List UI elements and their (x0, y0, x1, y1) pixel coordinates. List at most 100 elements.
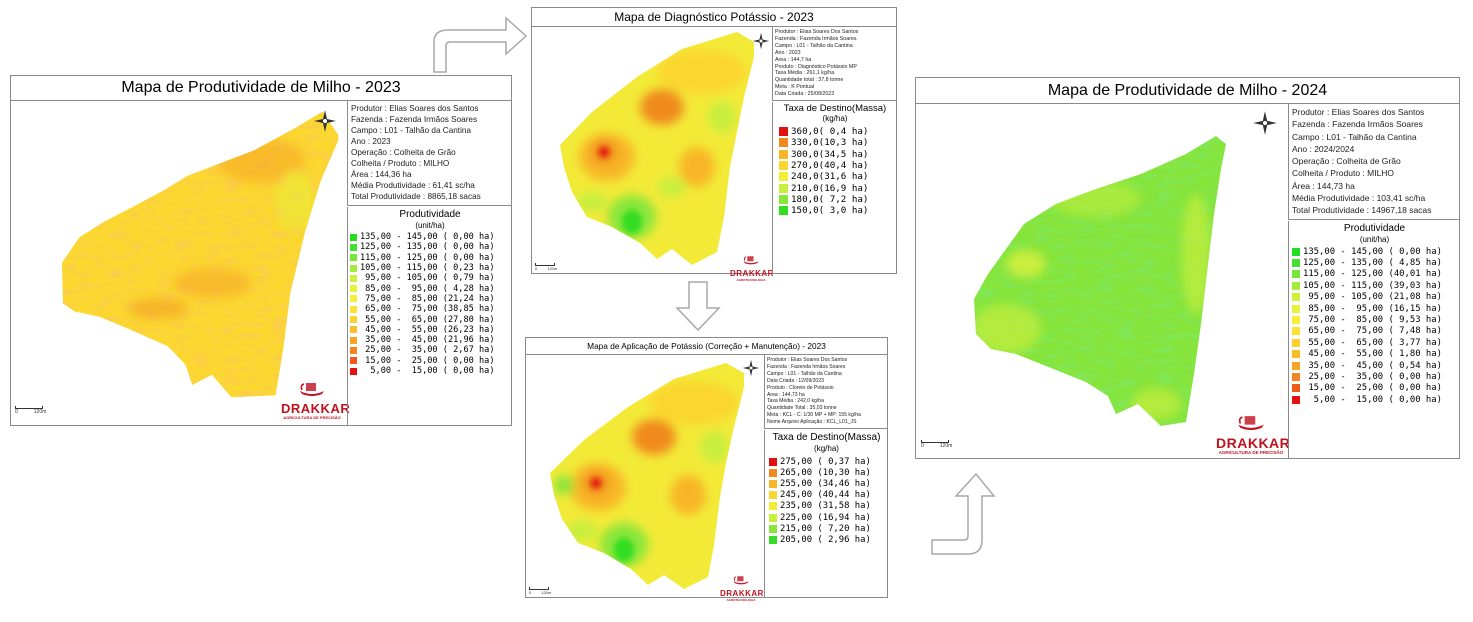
legend-item: 125,00 - 135,00 ( 4,85 ha) (1292, 257, 1460, 268)
info-line: Produtor : Elias Soares dos Santos (351, 104, 479, 113)
legend-swatch (769, 457, 777, 466)
legend-swatch (350, 233, 357, 241)
legend-item: 45,00 - 55,00 (26,23 ha) (350, 325, 512, 335)
compass-rose-icon (1252, 110, 1278, 136)
legend-swatch (350, 346, 357, 354)
legend-swatch (1292, 361, 1300, 370)
panel-title: Mapa de Diagnóstico Potássio - 2023 (532, 8, 896, 27)
legend-item: 255,00 (34,46 ha) (769, 478, 888, 489)
panel-title: Mapa de Produtividade de Milho - 2024 (916, 78, 1459, 104)
legend-title: Produtividade (1343, 223, 1406, 234)
field-application-raster (550, 363, 744, 589)
panel-title: Mapa de Produtividade de Milho - 2023 (11, 76, 511, 101)
drakkar-logo: DRAKKAR AGROTECNOLOGIA (720, 572, 763, 602)
legend-item: 150,0( 3,0 ha) (779, 205, 897, 216)
info-line: Total Produtividade : 8865,18 sacas (351, 192, 481, 201)
arrow-up-right-icon (433, 16, 528, 73)
legend-swatch (1292, 270, 1300, 279)
info-line: Colheita / Produto : MILHO (1292, 168, 1395, 179)
info-line: Fazenda : Fazenda Irmãos Soares (775, 35, 857, 42)
info-line: Campo : L01 - Talhão da Cantina (775, 42, 853, 49)
info-line: Total Produtividade : 14967,18 sacas (1292, 205, 1432, 216)
legend-item: 245,00 (40,44 ha) (769, 490, 888, 501)
legend-item: 215,00 ( 7,20 ha) (769, 523, 888, 534)
map-panel-yield-2024: Mapa de Produtividade de Milho - 2024 (915, 77, 1460, 459)
info-line: Data Criada : 25/08/2023 (775, 91, 835, 98)
legend-item: 270,0(40,4 ha) (779, 160, 897, 171)
legend-item: 330,0(10,3 ha) (779, 137, 897, 148)
legend-item: 45,00 - 55,00 ( 1,80 ha) (1292, 349, 1460, 360)
legend-swatch (769, 491, 777, 500)
info-line: Quantidade Total : 35,03 tonne (767, 405, 837, 412)
drakkar-logo: DRAKKAR AGRICULTURA DE PRECISÃO (281, 381, 350, 421)
legend-item: 75,00 - 85,00 ( 9,53 ha) (1292, 314, 1460, 325)
scale-bar: 0 120m (921, 440, 952, 449)
info-line: Campo : L01 - Talhão da Cantina (767, 370, 842, 377)
legend-item: 125,00 - 135,00 ( 0,00 ha) (350, 242, 512, 252)
field-diagnosis-raster (560, 32, 754, 265)
info-line: Operação : Colheita de Grão (351, 148, 456, 157)
legend-item: 15,00 - 25,00 ( 0,00 ha) (1292, 383, 1460, 394)
info-line: Fazenda : Fazenda Irmãos Soares (1292, 119, 1423, 130)
info-line: Data Criada : 12/09/2023 (767, 377, 824, 384)
info-line: Ano : 2024/2024 (1292, 143, 1355, 154)
legend-item: 55,00 - 65,00 (27,80 ha) (350, 314, 512, 325)
map-legend: Produtividade (unit/ha) 135,00 - 145,00 … (347, 207, 512, 426)
map-info-box: Produtor : Elias Soares dos Santos Fazen… (347, 101, 512, 206)
info-line: Média Produtividade : 103,41 sc/ha (1292, 193, 1426, 204)
legend-item: 210,0(16,9 ha) (779, 182, 897, 194)
legend-title: Taxa de Destino(Massa) (772, 432, 881, 443)
legend-swatch (779, 172, 788, 182)
compass-rose-icon (752, 32, 770, 50)
scale-bar: 0 120m (15, 406, 46, 415)
info-line: Produto : Diagnóstico Potássio MP (775, 63, 857, 70)
legend-item: 35,00 - 45,00 ( 0,54 ha) (1292, 360, 1460, 371)
legend-item: 180,0( 7,2 ha) (779, 194, 897, 205)
legend-item: 15,00 - 25,00 ( 0,00 ha) (350, 356, 512, 366)
legend-item: 85,00 - 95,00 (16,15 ha) (1292, 303, 1460, 314)
legend-swatch (350, 264, 357, 272)
legend-item: 225,00 (16,94 ha) (769, 512, 888, 523)
legend-swatch (769, 468, 777, 477)
info-line: Nome Arquivo Aplicação : KCL_L01_JS (767, 419, 857, 426)
legend-swatch (779, 138, 788, 148)
drakkar-logo: DRAKKAR AGROTECNOLOGIA (730, 252, 773, 282)
legend-swatch (350, 243, 357, 251)
legend-swatch (350, 316, 357, 324)
legend-item: 265,00 (10,30 ha) (769, 467, 888, 478)
info-line: Taxa Média : 261,1 kg/ha (775, 70, 835, 77)
arrow-down-icon (675, 281, 721, 332)
legend-unit: (unit/ha) (1359, 235, 1390, 244)
info-line: Área : 144,73 ha (767, 391, 805, 398)
legend-swatch (1292, 281, 1300, 290)
legend-item: 105,00 - 115,00 (39,03 ha) (1292, 280, 1460, 291)
drakkar-logo: DRAKKAR AGRICULTURA DE PRECISÃO (1216, 414, 1290, 456)
info-line: Produtor : Elias Soares Dos Santos (775, 29, 859, 35)
scale-bar: 0 120m (535, 263, 557, 271)
legend-swatch (350, 326, 357, 334)
legend-swatch (769, 479, 777, 488)
legend-swatch (1292, 293, 1300, 302)
map-legend: Taxa de Destino(Massa) (kg/ha) 275,00 ( … (764, 430, 888, 598)
legend-rows: 360,0( 0,4 ha) 330,0(10,3 ha) 300,0(34,5… (773, 126, 897, 216)
legend-item: 95,00 - 105,00 (21,08 ha) (1292, 292, 1460, 303)
legend-item: 105,00 - 115,00 ( 0,23 ha) (350, 263, 512, 273)
info-line: Produtor : Elias Soares dos Santos (1292, 107, 1425, 117)
legend-rows: 275,00 ( 0,37 ha) 265,00 (10,30 ha) 255,… (765, 456, 888, 546)
map-panel-yield-2023: Mapa de Produtividade de Milho - 2023 (10, 75, 512, 426)
legend-item: 235,00 (31,58 ha) (769, 501, 888, 512)
info-line: Fazenda : Fazenda Irmãos Soares (351, 115, 478, 124)
legend-unit: (kg/ha) (822, 114, 848, 123)
legend-swatch (350, 254, 357, 262)
compass-rose-icon (742, 359, 760, 377)
info-line: Taxa Média : 242,0 kg/ha (767, 398, 824, 405)
legend-item: 240,0(31,6 ha) (779, 171, 897, 182)
info-line: Meta : KCL - C: 1/30 MP + MP: 155 kg/ha (767, 412, 861, 419)
legend-item: 300,0(34,5 ha) (779, 149, 897, 160)
legend-item: 25,00 - 35,00 ( 2,67 ha) (350, 345, 512, 355)
legend-item: 35,00 - 45,00 (21,96 ha) (350, 335, 512, 345)
legend-swatch (350, 285, 357, 293)
info-line: Área : 144,7 ha (775, 56, 812, 63)
legend-swatch (779, 194, 788, 204)
legend-swatch (769, 524, 777, 533)
